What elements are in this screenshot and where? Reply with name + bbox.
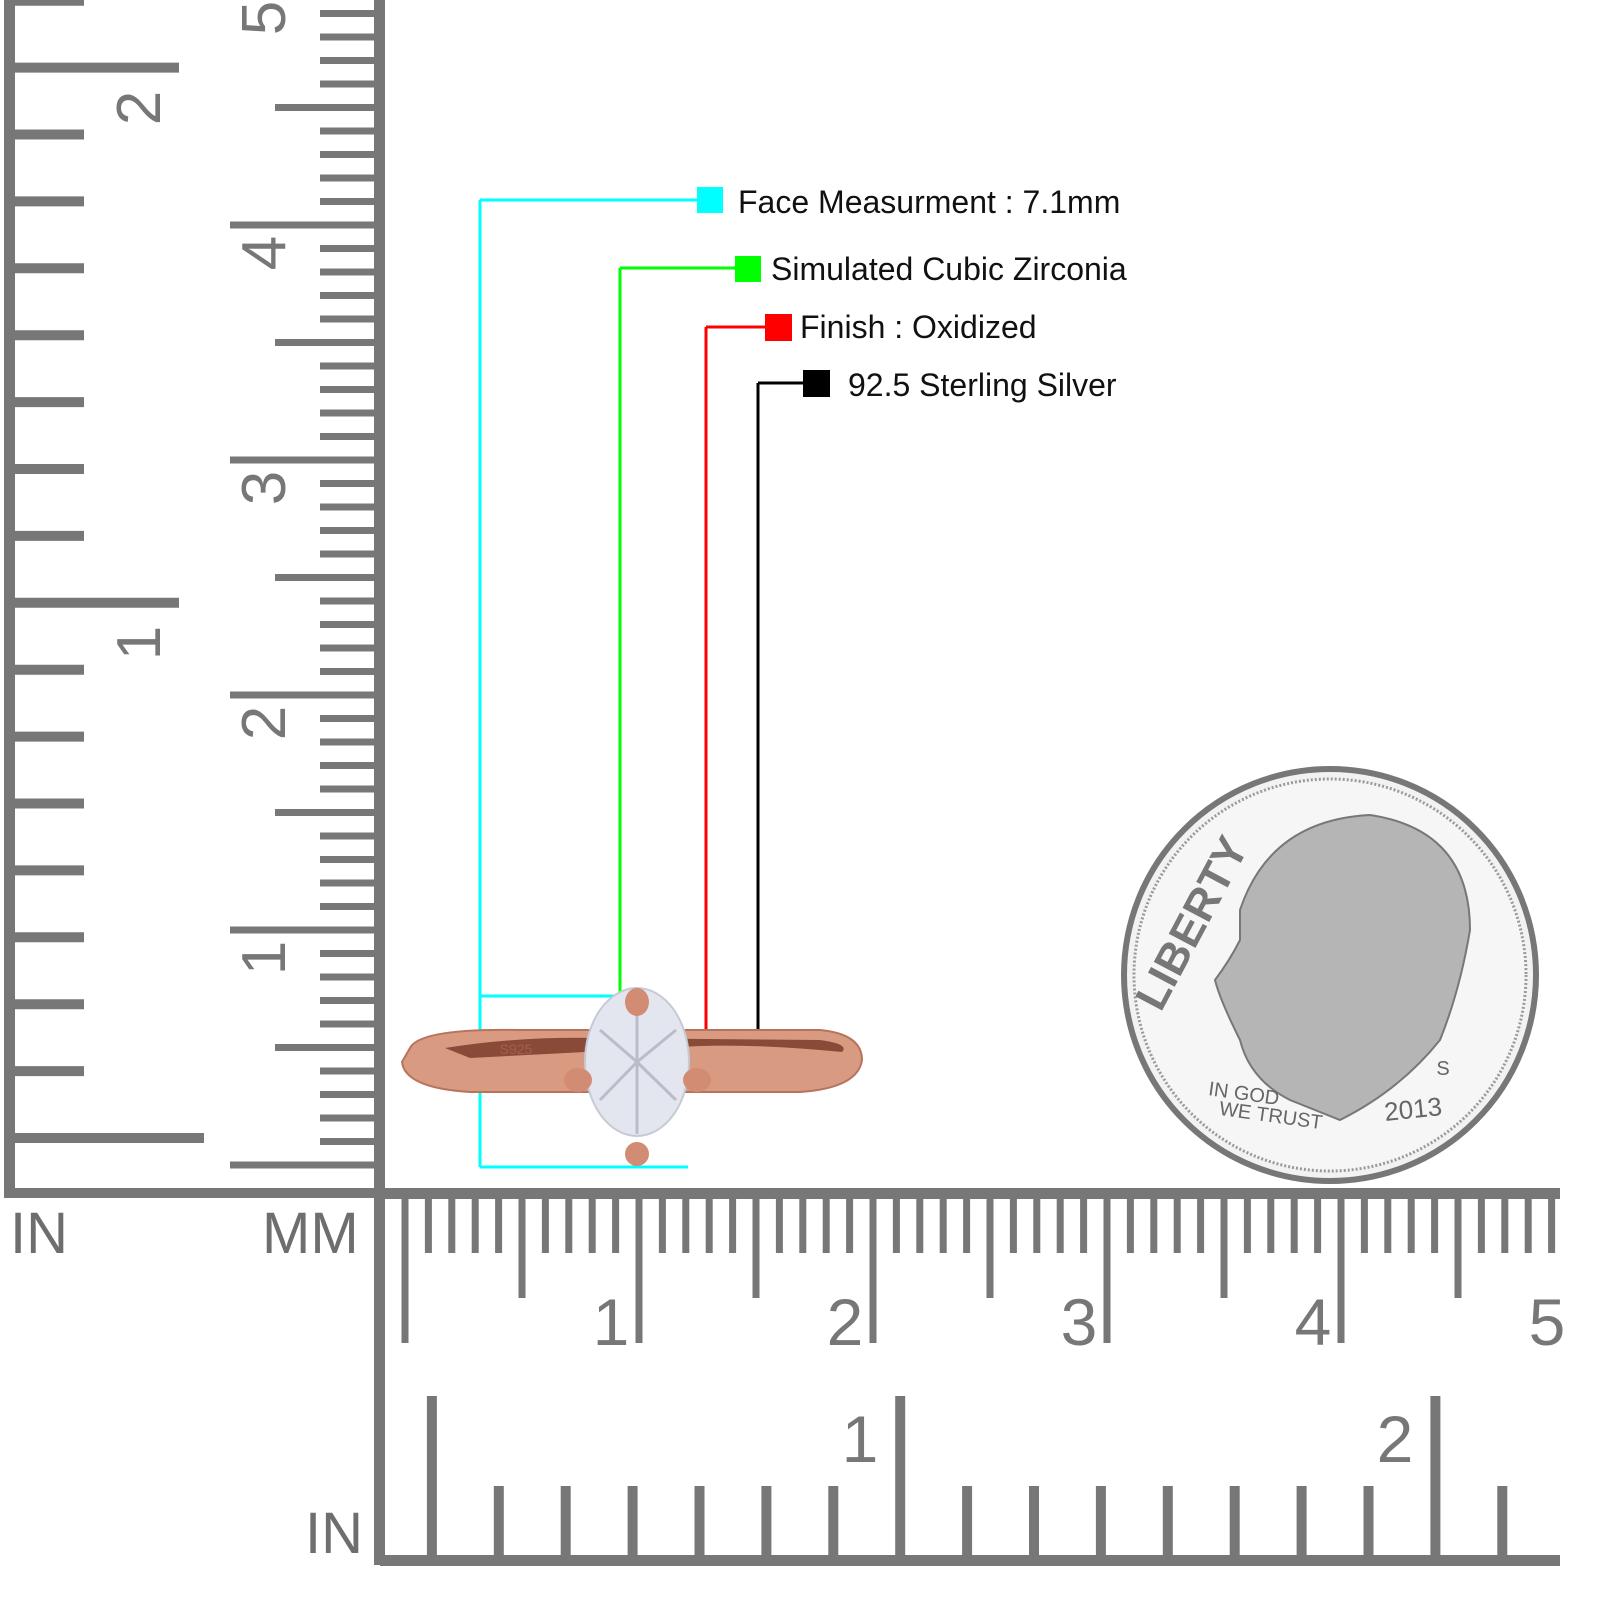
unit-in-bottom: IN (305, 1501, 363, 1566)
vertical-cm-label: 4 (230, 236, 299, 270)
prong-bottom (625, 1142, 649, 1166)
coin-mint-mark: S (1436, 1058, 1449, 1080)
dime-portrait (1213, 813, 1472, 1122)
red-marker-square (765, 314, 792, 341)
horizontal-cm-label: 1 (593, 1285, 630, 1359)
callout-stone: Simulated Cubic Zirconia (771, 251, 1127, 287)
prong-left (564, 1068, 592, 1092)
vertical-cm-label: 1 (230, 941, 299, 975)
vertical-inch-label: 2 (105, 91, 174, 125)
prong-top (625, 988, 649, 1016)
horizontal-cm-label: 4 (1295, 1285, 1332, 1359)
vertical-cm-label: 2 (230, 706, 299, 740)
callout-finish: Finish : Oxidized (800, 309, 1037, 345)
ruler-bottom-edge (380, 1555, 1560, 1566)
callout-metal: 92.5 Sterling Silver (848, 367, 1117, 403)
vertical-inch-label: 1 (105, 626, 174, 660)
ring-stamp: S925 (500, 1041, 533, 1057)
ruler-top-edge (380, 1188, 1560, 1199)
ruler-left-edge (4, 0, 15, 1195)
horizontal-cm-label: 3 (1061, 1285, 1098, 1359)
prong-right (683, 1068, 711, 1092)
unit-in-left: IN (10, 1201, 68, 1266)
vertical-cm-label: 3 (230, 471, 299, 505)
black-marker-square (803, 370, 830, 397)
coin-year: 2013 (1383, 1091, 1444, 1127)
cyan-marker-square (697, 187, 723, 213)
unit-mm: MM (262, 1201, 359, 1266)
horizontal-cm-label: 5 (1529, 1285, 1566, 1359)
callout-face-measurement: Face Measurment : 7.1mm (738, 184, 1121, 220)
ruler-right-edge (374, 0, 385, 1565)
green-marker-square (735, 256, 761, 282)
horizontal-inch-label: 2 (1377, 1402, 1414, 1476)
vertical-cm-label: 5 (230, 1, 299, 35)
horizontal-cm-label: 2 (827, 1285, 864, 1359)
ruler-corner-bar (4, 1188, 385, 1198)
horizontal-inch-label: 1 (842, 1402, 879, 1476)
